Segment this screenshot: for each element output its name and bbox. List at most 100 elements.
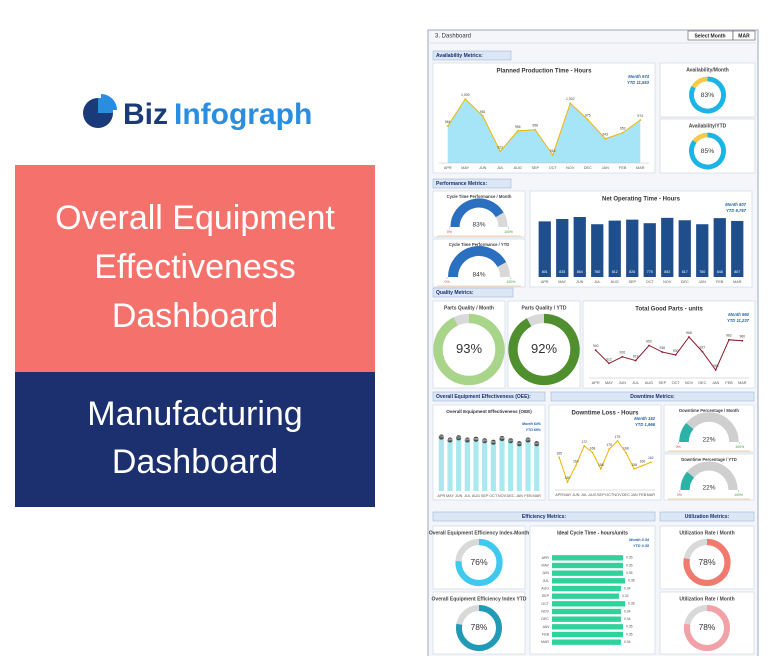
section-label: Downtime Metrics: xyxy=(630,394,675,400)
bar-value-label: 0.35 xyxy=(626,556,633,560)
bar xyxy=(508,440,514,491)
chart-annotation: Month 807 xyxy=(725,202,746,207)
value-label: 160 xyxy=(640,459,646,463)
gauge-tick-label: 100% xyxy=(735,445,744,449)
bar xyxy=(661,217,674,277)
point xyxy=(616,440,619,442)
point xyxy=(599,467,602,470)
bar-value-label: 0.35 xyxy=(626,571,633,575)
point xyxy=(661,351,664,353)
x-tick-label: JUL xyxy=(581,493,588,497)
value-label: 1,009 xyxy=(461,93,470,97)
x-tick-label: OCT xyxy=(605,493,614,497)
value-label: 922 xyxy=(497,145,503,149)
line xyxy=(558,440,652,484)
bar-value-label: 864 xyxy=(577,270,583,274)
donut-value: 92% xyxy=(531,341,557,356)
value-label: 968 xyxy=(686,331,692,335)
bar-marker xyxy=(473,436,479,442)
section-header xyxy=(432,287,514,298)
x-tick-label: NOV xyxy=(613,493,622,497)
point xyxy=(621,355,624,358)
x-tick-label: MAY xyxy=(461,166,469,170)
y-tick-label: MAY xyxy=(541,563,549,567)
value-label: 926 xyxy=(619,351,625,355)
x-tick-label: AUG xyxy=(611,280,619,284)
point xyxy=(569,102,572,105)
value-label: 64% xyxy=(517,441,523,445)
point xyxy=(633,467,636,470)
section-label: Utilization Metrics: xyxy=(685,514,730,520)
bar xyxy=(447,439,453,491)
chart-title: Planned Production Time - Hours xyxy=(497,69,593,75)
bar xyxy=(643,223,656,277)
value-label: 69% xyxy=(465,438,471,442)
bar xyxy=(552,608,621,615)
x-tick-label: AUG xyxy=(514,166,522,170)
banner-title: Effectiveness xyxy=(94,248,296,286)
x-tick-label: JUL xyxy=(632,381,639,385)
bar xyxy=(608,220,621,277)
chart-annotation: YTD 9,757 xyxy=(726,208,747,213)
x-tick-label: SEP xyxy=(597,493,605,497)
donut-arc xyxy=(455,538,503,587)
x-tick-label: NOV xyxy=(663,280,672,284)
value-label: 981 xyxy=(480,110,486,114)
value-label: 918 xyxy=(633,354,639,358)
point xyxy=(674,354,677,356)
chart-annotation: Month 974 xyxy=(628,74,649,79)
bar-marker xyxy=(456,435,462,441)
x-tick-label: SEP xyxy=(531,166,539,170)
section-header xyxy=(659,511,755,522)
section-header xyxy=(432,50,512,61)
chart-annotation: Month 0.34 xyxy=(629,538,650,542)
x-tick-label: APR xyxy=(555,493,563,497)
value-label: 953 xyxy=(620,127,626,131)
x-tick-label: FEB xyxy=(639,493,647,497)
donut-arc xyxy=(683,538,731,587)
chart-title: Parts Quality / YTD xyxy=(522,305,567,311)
chart-title: Downtime Loss - Hours xyxy=(571,411,639,417)
selected-month[interactable]: MAR xyxy=(738,33,750,39)
value-label: 172 xyxy=(581,440,587,444)
bar-value-label: 852 xyxy=(664,270,670,274)
section-label: Performance Metrics: xyxy=(436,181,487,187)
gauge-arc xyxy=(448,246,507,278)
value-label: 71% xyxy=(499,436,505,440)
logo-icon xyxy=(83,94,117,128)
chart-title: Cycle Time Performance / YTD xyxy=(449,242,510,247)
donut-arc xyxy=(508,313,580,386)
point xyxy=(741,339,744,342)
chart-annotation: Month 960 xyxy=(728,312,749,317)
value-label: 950 xyxy=(646,339,652,343)
area-fill xyxy=(447,99,641,163)
bar-marker xyxy=(534,441,540,447)
bar xyxy=(552,578,625,584)
value-label: 68% xyxy=(482,438,488,442)
bar xyxy=(552,570,623,576)
bar xyxy=(482,440,488,491)
x-tick-label: MAY xyxy=(558,280,566,284)
y-tick-label: AUG xyxy=(541,586,549,590)
value-label: 66% xyxy=(491,440,497,444)
chart-card xyxy=(432,591,526,655)
bar-value-label: 0.34 xyxy=(624,640,631,644)
chart-annotation: YTD 11,237 xyxy=(727,318,750,323)
x-tick-label: DEC xyxy=(698,381,706,385)
value-label: 158 xyxy=(631,463,637,467)
point xyxy=(464,98,467,100)
donut-arc xyxy=(684,605,730,651)
value-label: 175 xyxy=(615,435,621,439)
chart-card xyxy=(432,525,526,590)
gauge-tick-label: 0% xyxy=(677,493,682,497)
value-label: 898 xyxy=(713,364,719,368)
value-label: 168 xyxy=(623,446,629,450)
x-tick-label: MAR xyxy=(647,493,656,497)
month-selector[interactable] xyxy=(732,30,756,41)
chart-title: Overall Equipment Efficiency Index YTD xyxy=(432,596,527,602)
bar xyxy=(552,585,621,592)
donut-value: 93% xyxy=(456,341,482,356)
gauge-tick-label: 0% xyxy=(676,445,681,449)
chart-title: Availability/Month xyxy=(686,67,729,73)
